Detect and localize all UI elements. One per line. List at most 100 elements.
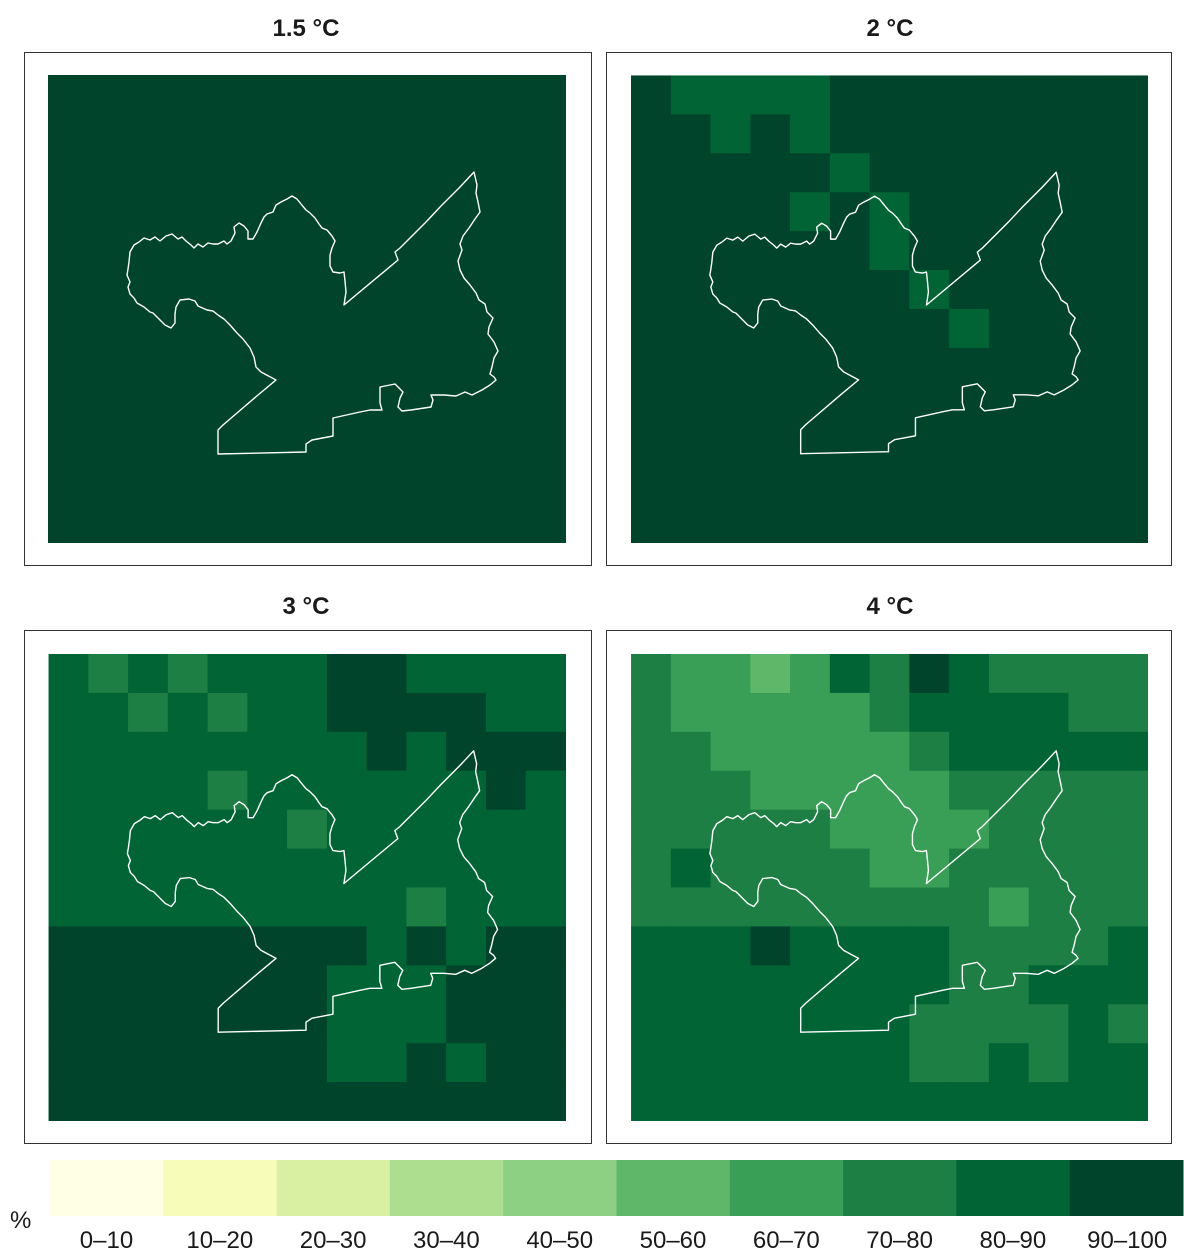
grid-cell (1028, 1043, 1070, 1083)
grid-cell (949, 386, 990, 427)
grid-cell (829, 309, 871, 349)
grid-cell (167, 809, 209, 850)
grid-cell (1108, 692, 1148, 733)
grid-cell (486, 231, 527, 271)
grid-cell (869, 1082, 910, 1121)
grid-cell (790, 770, 831, 811)
grid-cell (631, 386, 672, 427)
grid-cell (988, 654, 1030, 694)
grid-cell (1108, 1004, 1148, 1044)
grid-cell (128, 809, 169, 850)
grid-cell (631, 1043, 672, 1083)
grid-cell (526, 153, 566, 193)
grid-cell (631, 192, 672, 232)
grid-cell (446, 654, 487, 694)
grid-cell (670, 75, 712, 115)
grid-cell (1068, 1004, 1109, 1044)
grid-cell (1108, 770, 1148, 811)
grid-cell (750, 848, 791, 889)
grid-cell (631, 848, 672, 889)
grid-cell (207, 809, 248, 850)
grid-cell (127, 114, 169, 154)
grid-cell (526, 309, 566, 349)
grid-cell (88, 1043, 129, 1083)
grid-cell (247, 309, 288, 349)
grid-cell (988, 887, 1030, 928)
grid-cell (406, 848, 447, 889)
grid-cell (287, 465, 328, 505)
grid-cell (1068, 692, 1109, 733)
grid-cell (167, 926, 209, 966)
legend-label: 90–100 (1087, 1227, 1168, 1254)
grid-cell (127, 348, 169, 388)
grid-cell (446, 1082, 487, 1121)
grid-cell (949, 770, 990, 811)
grid-cell (48, 770, 89, 811)
grid-cell (207, 965, 248, 1005)
grid-cell (869, 887, 910, 928)
grid-cell (486, 465, 527, 505)
grid-cell (486, 348, 527, 388)
grid-cell (710, 75, 751, 115)
grid-cell (446, 465, 487, 505)
grid-cell (1108, 386, 1148, 427)
grid-cell (1068, 114, 1109, 154)
grid-cell (949, 848, 990, 889)
grid-cell (486, 387, 527, 427)
grid-cell (48, 1004, 89, 1044)
grid-cell (326, 114, 368, 154)
grid-cell (207, 348, 248, 388)
grid-cell (127, 309, 169, 349)
legend-swatch (50, 1160, 164, 1216)
legend-colorbar (50, 1160, 1184, 1216)
grid-cell (750, 464, 791, 505)
grid-cell (949, 1043, 990, 1083)
grid-cell (790, 731, 831, 772)
grid-cell (167, 504, 208, 543)
grid-cell (87, 114, 129, 154)
grid-cell (366, 654, 408, 694)
grid-cell (485, 809, 527, 850)
grid-cell (710, 192, 751, 232)
grid-cell (366, 504, 408, 543)
panel-title-3: 3 °C (282, 593, 330, 620)
grid-cell (631, 654, 672, 694)
grid-cell (366, 731, 408, 772)
grid-cell (750, 692, 791, 733)
grid-cell (670, 386, 712, 427)
grid-cell (48, 887, 89, 928)
grid-cell (207, 1004, 248, 1044)
grid-cell (207, 770, 248, 811)
grid-cell (710, 114, 751, 154)
grid-cell (1068, 1043, 1109, 1083)
grid-cell (869, 347, 910, 388)
grid-cell (247, 1082, 288, 1121)
grid-cell (446, 348, 487, 388)
grid-cell (1028, 965, 1070, 1005)
region-boundary (126, 750, 499, 1033)
grid-cell (48, 75, 89, 115)
grid-cell (48, 965, 89, 1005)
grid-cell (87, 426, 129, 466)
grid-cell (988, 770, 1030, 811)
grid-cell (48, 153, 89, 193)
grid-cell (909, 75, 950, 115)
grid-cell (366, 75, 408, 115)
grid-cell (670, 1043, 712, 1083)
grid-cell (631, 114, 672, 154)
grid-cell (829, 965, 871, 1005)
grid-cell (949, 309, 990, 349)
grid-cell (366, 809, 408, 850)
grid-cell (670, 654, 712, 694)
grid-cell (750, 887, 791, 928)
grid-cell (790, 692, 831, 733)
grid-cell (167, 231, 208, 271)
grid-cell (1028, 926, 1070, 966)
grid-cell (486, 153, 527, 193)
legend-swatch (503, 1160, 617, 1216)
grid-cell (829, 809, 871, 850)
grid-cell (1068, 965, 1109, 1005)
grid-cell (247, 348, 288, 388)
grid-cell (88, 731, 129, 772)
grid-cell (287, 887, 328, 928)
